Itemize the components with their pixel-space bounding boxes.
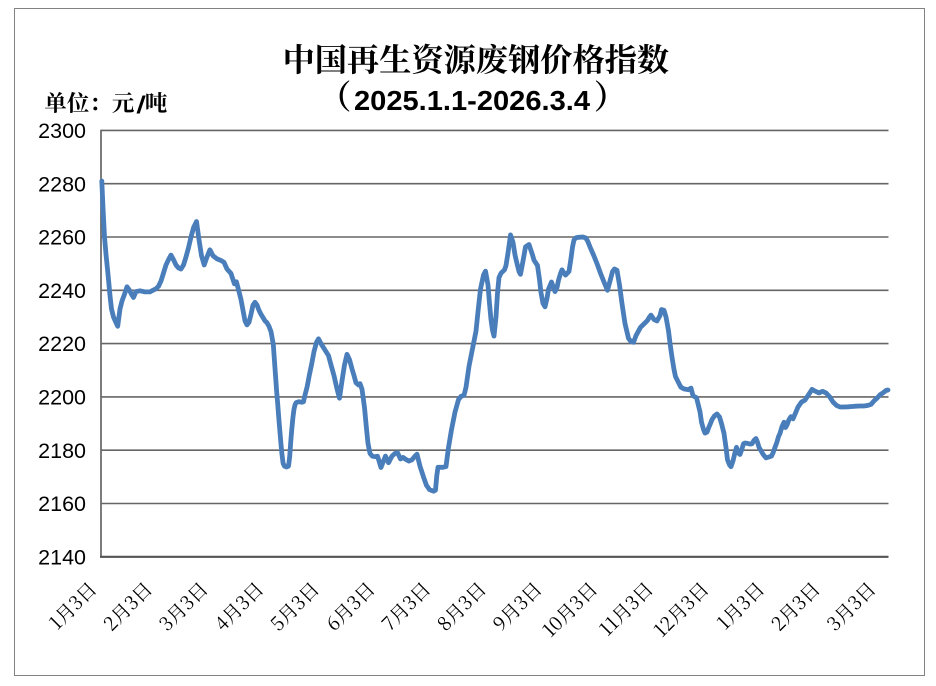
svg-text:2200: 2200 (38, 386, 86, 410)
svg-text:2220: 2220 (38, 332, 86, 356)
svg-text:2025.1.1-2026.3.4: 2025.1.1-2026.3.4 (354, 85, 590, 116)
svg-text:2280: 2280 (38, 172, 86, 196)
svg-text:2240: 2240 (38, 279, 86, 303)
svg-text:2300: 2300 (38, 119, 86, 143)
svg-text:2140: 2140 (38, 545, 86, 569)
svg-text:2260: 2260 (38, 226, 86, 250)
svg-text:2160: 2160 (38, 492, 86, 516)
svg-text:2180: 2180 (38, 439, 86, 463)
